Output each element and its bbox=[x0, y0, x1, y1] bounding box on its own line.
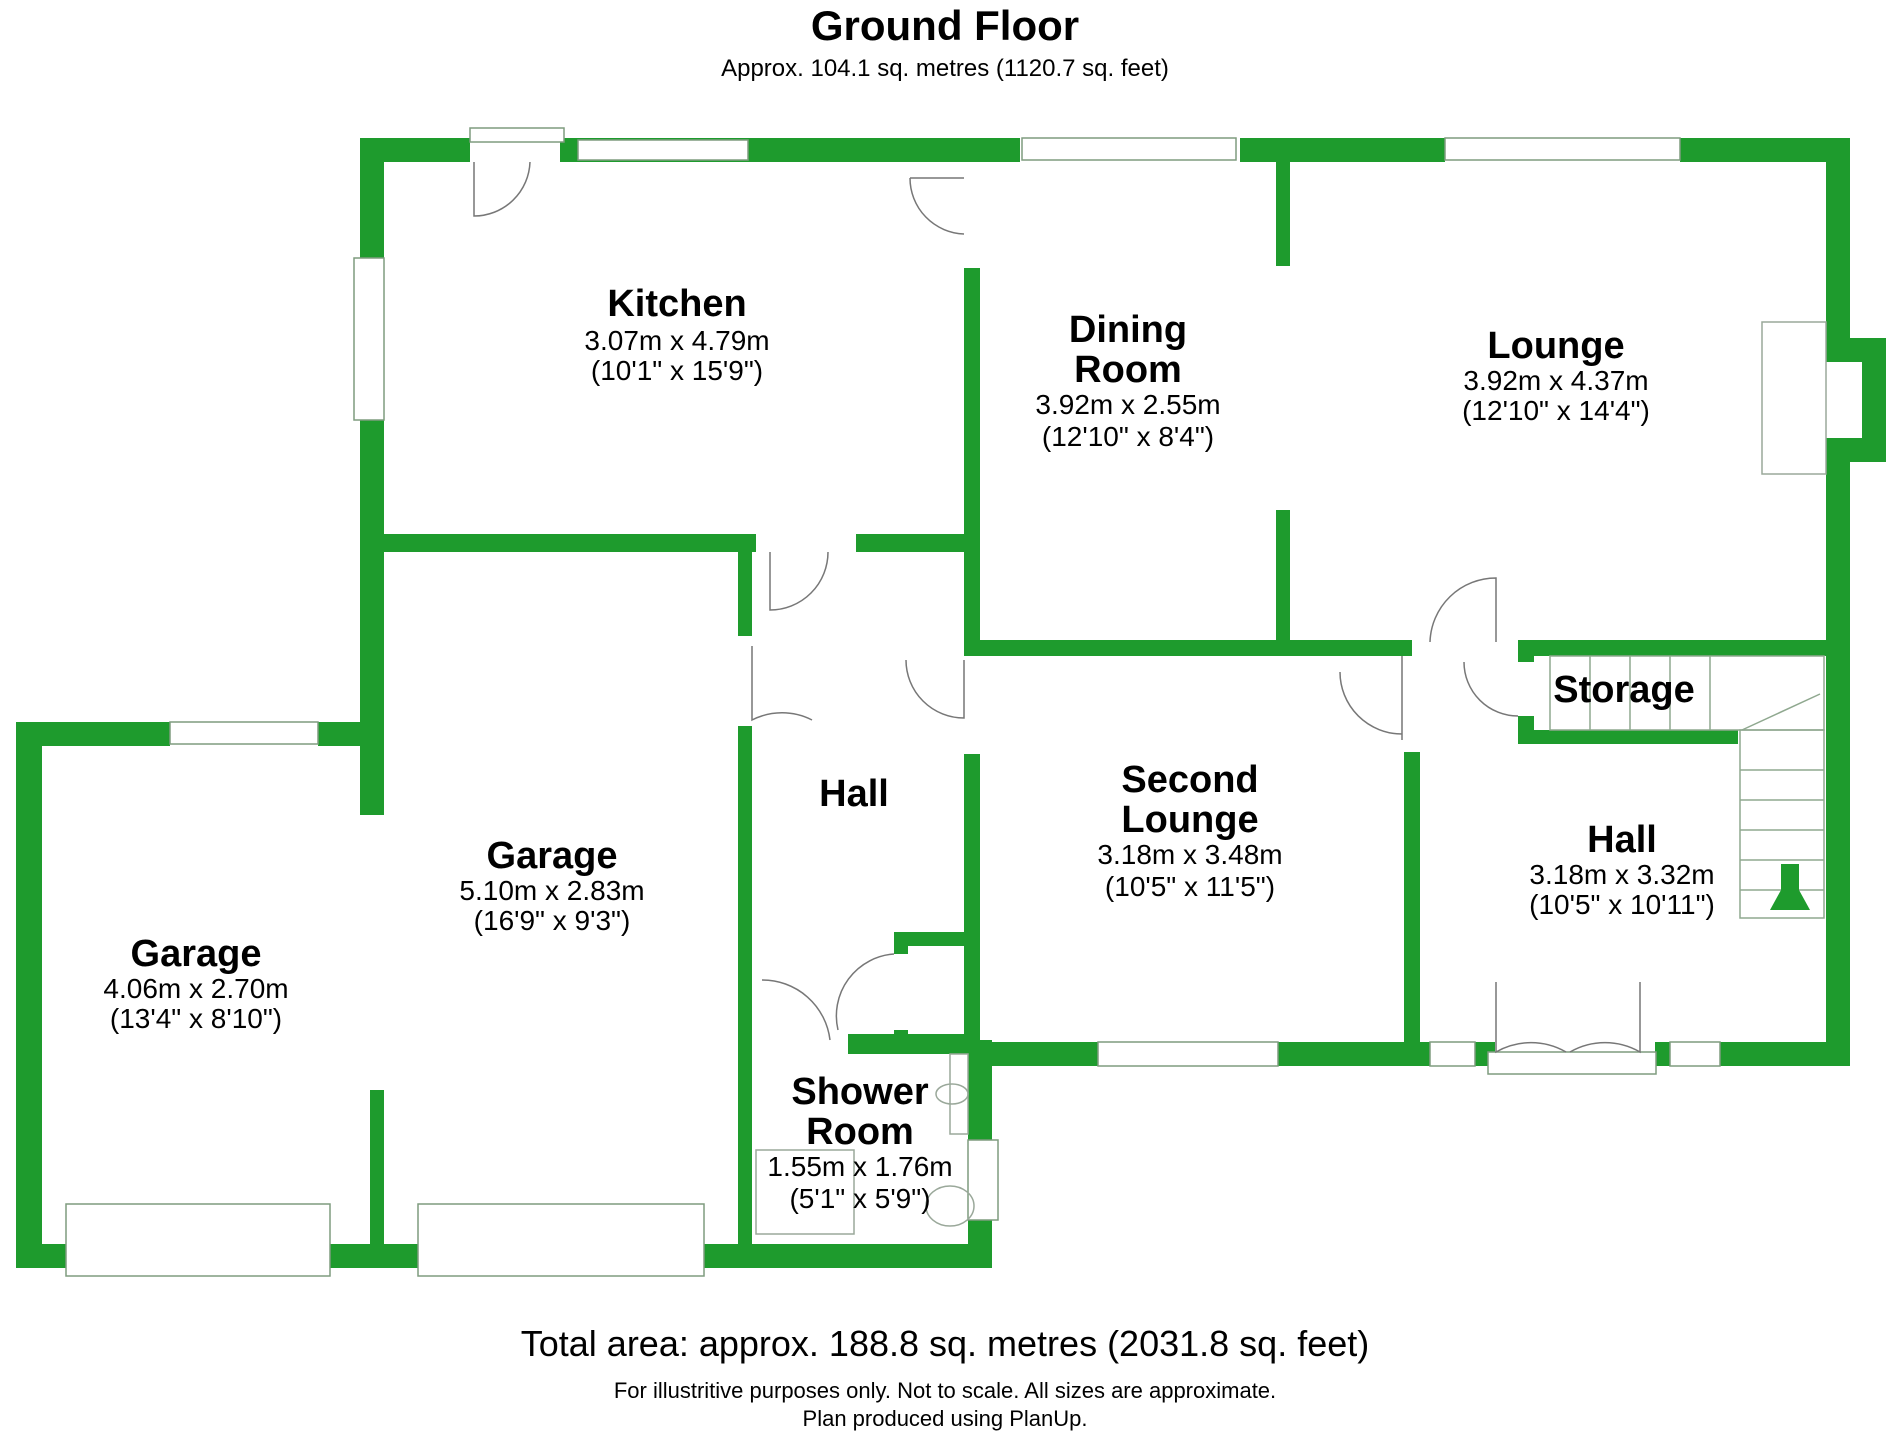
storage-name: Storage bbox=[1553, 669, 1694, 711]
lounge-metric: 3.92m x 4.37m bbox=[1463, 365, 1648, 396]
room-garage-main: Garage 5.10m x 2.83m (16'9" x 9'3") bbox=[459, 835, 644, 936]
shower-room-metric: 1.55m x 1.76m bbox=[767, 1151, 952, 1182]
room-lounge: Lounge 3.92m x 4.37m (12'10" x 14'4") bbox=[1462, 325, 1650, 426]
windows bbox=[65, 127, 1827, 1277]
shower-fixtures bbox=[755, 1053, 975, 1235]
second-lounge-name-line1: Second bbox=[1121, 759, 1258, 801]
second-lounge-name-line2: Lounge bbox=[1121, 799, 1258, 841]
lounge-imperial: (12'10" x 14'4") bbox=[1462, 395, 1650, 426]
second-lounge-imperial: (10'5" x 11'5") bbox=[1105, 871, 1275, 902]
hall-front-metric: 3.18m x 3.32m bbox=[1529, 859, 1714, 890]
disclaimer-line2: Plan produced using PlanUp. bbox=[803, 1406, 1088, 1431]
shower-room-name-line2: Room bbox=[806, 1111, 914, 1153]
room-hall-inner: Hall bbox=[819, 773, 889, 815]
total-area: Total area: approx. 188.8 sq. metres (20… bbox=[521, 1323, 1369, 1364]
dining-room-name-line1: Dining bbox=[1069, 309, 1187, 351]
garage-main-imperial: (16'9" x 9'3") bbox=[474, 905, 631, 936]
hall-front-imperial: (10'5" x 10'11") bbox=[1529, 889, 1715, 920]
room-dining-room: Dining Room 3.92m x 2.55m (12'10" x 8'4"… bbox=[1035, 309, 1220, 452]
shower-room-name-line1: Shower bbox=[791, 1071, 928, 1113]
room-garage-side: Garage 4.06m x 2.70m (13'4" x 8'10") bbox=[103, 933, 288, 1034]
garage-main-name: Garage bbox=[487, 835, 618, 877]
room-shower-room: Shower Room 1.55m x 1.76m (5'1" x 5'9") bbox=[767, 1071, 952, 1214]
dining-room-name-line2: Room bbox=[1074, 349, 1182, 391]
dining-room-metric: 3.92m x 2.55m bbox=[1035, 389, 1220, 420]
kitchen-metric: 3.07m x 4.79m bbox=[584, 325, 769, 356]
room-storage: Storage bbox=[1553, 669, 1694, 711]
dining-room-imperial: (12'10" x 8'4") bbox=[1042, 421, 1214, 452]
room-hall-front: Hall 3.18m x 3.32m (10'5" x 10'11") bbox=[1529, 819, 1715, 920]
kitchen-name: Kitchen bbox=[607, 283, 746, 325]
garage-side-imperial: (13'4" x 8'10") bbox=[110, 1003, 282, 1034]
second-lounge-metric: 3.18m x 3.48m bbox=[1097, 839, 1282, 870]
room-second-lounge: Second Lounge 3.18m x 3.48m (10'5" x 11'… bbox=[1097, 759, 1282, 902]
kitchen-imperial: (10'1" x 15'9") bbox=[591, 355, 763, 386]
shower-room-imperial: (5'1" x 5'9") bbox=[789, 1183, 930, 1214]
walls bbox=[16, 138, 1886, 1268]
plan-title: Ground Floor bbox=[811, 2, 1079, 49]
hall-inner-name: Hall bbox=[819, 773, 889, 815]
garage-side-metric: 4.06m x 2.70m bbox=[103, 973, 288, 1004]
stair-direction-arrow-icon bbox=[1770, 864, 1810, 910]
disclaimer-line1: For illustritive purposes only. Not to s… bbox=[614, 1378, 1276, 1403]
garage-side-name: Garage bbox=[131, 933, 262, 975]
room-kitchen: Kitchen 3.07m x 4.79m (10'1" x 15'9") bbox=[584, 283, 769, 386]
doors bbox=[473, 161, 1641, 1054]
staircase bbox=[1549, 655, 1825, 919]
garage-main-metric: 5.10m x 2.83m bbox=[459, 875, 644, 906]
lounge-name: Lounge bbox=[1487, 325, 1624, 367]
plan-subtitle: Approx. 104.1 sq. metres (1120.7 sq. fee… bbox=[721, 55, 1169, 82]
hall-front-name: Hall bbox=[1587, 819, 1657, 861]
